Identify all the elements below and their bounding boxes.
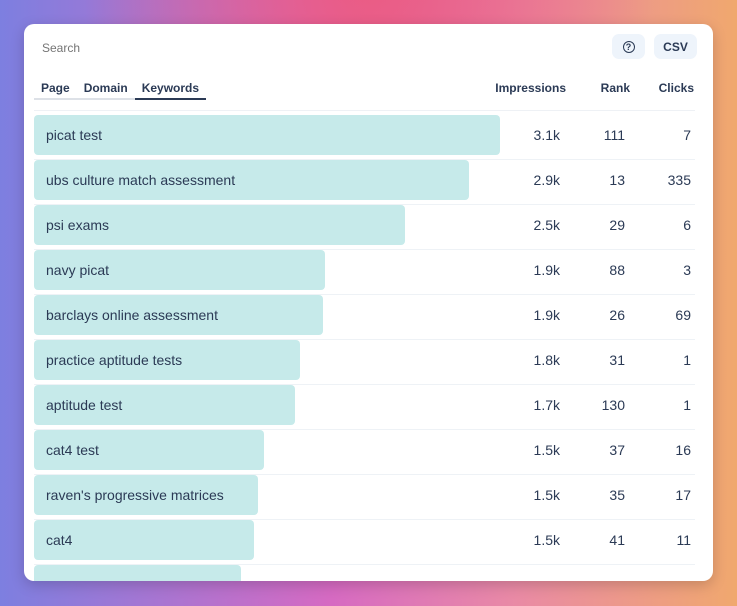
column-header-clicks[interactable]: Clicks	[658, 81, 694, 95]
impressions-value: 1.5k	[533, 487, 560, 503]
tab-keywords[interactable]: Keywords	[134, 81, 207, 100]
rank-value: 130	[601, 397, 625, 413]
rank-value: 29	[609, 217, 625, 233]
keyword-bar: picat test	[34, 115, 500, 155]
rank-value: 35	[609, 487, 625, 503]
clicks-value: 335	[667, 172, 691, 188]
impressions-value: 1.7k	[533, 397, 560, 413]
keyword-bar: raven's progressive matrices	[34, 475, 259, 515]
keyword-bar: practice aptitude tests	[34, 340, 301, 380]
clicks-value: 16	[675, 442, 691, 458]
clicks-value: 1	[683, 352, 691, 368]
rank-value: 37	[609, 442, 625, 458]
keyword-label: barclays online assessment	[46, 307, 218, 323]
tab-page[interactable]: Page	[41, 81, 70, 95]
tab-bar: Page Domain Keywords	[34, 81, 207, 100]
keyword-bar: ubs culture match assessment	[34, 160, 469, 200]
table-row[interactable]: cat4 test 1.5k 37 16	[34, 430, 695, 475]
keyword-label: navy picat	[46, 262, 110, 278]
keyword-bar	[34, 565, 241, 581]
table-row[interactable]: barclays online assessment 1.9k 26 69	[34, 295, 695, 340]
clicks-value: 11	[676, 532, 691, 548]
keyword-label: psi exams	[46, 217, 110, 233]
keyword-bar: navy picat	[34, 250, 325, 290]
keyword-bar: aptitude test	[34, 385, 295, 425]
keyword-label: ubs culture match assessment	[46, 172, 236, 188]
clicks-value: 1	[683, 397, 691, 413]
column-header-impressions[interactable]: Impressions	[495, 81, 566, 95]
keyword-list: picat test 3.1k 111 7 ubs culture match a…	[34, 115, 695, 581]
clicks-value: 69	[675, 307, 691, 323]
impressions-value: 1.9k	[533, 307, 560, 323]
table-row[interactable]	[34, 565, 695, 581]
impressions-value: 3.1k	[533, 127, 560, 143]
tab-domain[interactable]: Domain	[83, 81, 128, 95]
search-input[interactable]	[42, 41, 342, 55]
clicks-value: 3	[683, 262, 691, 278]
keyword-bar: cat4 test	[34, 430, 265, 470]
rank-value: 13	[609, 172, 625, 188]
keyword-bar: psi exams	[34, 205, 405, 245]
table-row[interactable]: ubs culture match assessment 2.9k 13 335	[34, 160, 695, 205]
table-row[interactable]: raven's progressive matrices 1.5k 35 17	[34, 475, 695, 520]
keyword-label: practice aptitude tests	[46, 352, 183, 368]
keyword-label: raven's progressive matrices	[46, 487, 224, 503]
impressions-value: 1.5k	[533, 532, 560, 548]
table-row[interactable]: navy picat 1.9k 88 3	[34, 250, 695, 295]
rank-value: 26	[609, 307, 625, 323]
table-row[interactable]: psi exams 2.5k 29 6	[34, 205, 695, 250]
keyword-label: cat4 test	[46, 442, 99, 458]
keyword-label: picat test	[46, 127, 103, 143]
table-row[interactable]: aptitude test 1.7k 130 1	[34, 385, 695, 430]
help-button[interactable]: ?	[612, 34, 645, 59]
clicks-value: 17	[675, 487, 691, 503]
impressions-value: 1.5k	[533, 442, 560, 458]
keyword-label: cat4	[46, 532, 73, 548]
rank-value: 111	[603, 127, 625, 143]
impressions-value: 1.8k	[533, 352, 560, 368]
impressions-value: 1.9k	[533, 262, 560, 278]
rank-value: 31	[609, 352, 625, 368]
table-row[interactable]: cat4 1.5k 41 11	[34, 520, 695, 565]
column-header-rank[interactable]: Rank	[600, 81, 630, 95]
question-circle-icon: ?	[622, 40, 635, 53]
keyword-bar: barclays online assessment	[34, 295, 323, 335]
table-row[interactable]: picat test 3.1k 111 7	[34, 115, 695, 160]
rank-value: 41	[609, 532, 625, 548]
clicks-value: 7	[683, 127, 691, 143]
rank-value: 88	[609, 262, 625, 278]
table-row[interactable]: practice aptitude tests 1.8k 31 1	[34, 340, 695, 385]
keyword-bar: cat4	[34, 520, 254, 560]
keywords-card: ? CSV Page Domain Keywords Impressions R…	[24, 24, 713, 581]
impressions-value: 2.5k	[533, 217, 560, 233]
csv-export-button[interactable]: CSV	[654, 34, 697, 59]
impressions-value: 2.9k	[533, 172, 560, 188]
divider	[34, 110, 695, 111]
clicks-value: 6	[683, 217, 691, 233]
keyword-label: aptitude test	[46, 397, 123, 413]
